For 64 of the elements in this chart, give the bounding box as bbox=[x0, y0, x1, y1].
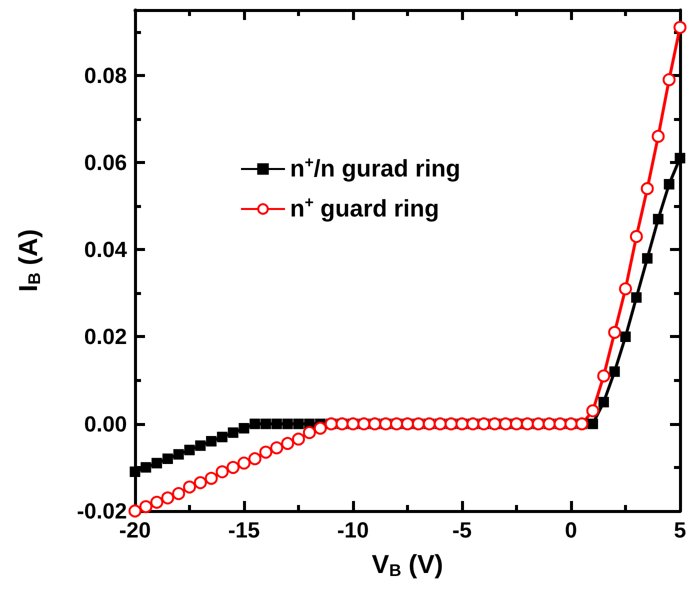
point bbox=[619, 282, 632, 296]
point bbox=[642, 253, 653, 264]
point bbox=[162, 453, 173, 464]
point bbox=[652, 130, 665, 143]
x-tick-label: -15 bbox=[228, 518, 260, 542]
point bbox=[248, 452, 262, 466]
point bbox=[588, 418, 598, 430]
point bbox=[195, 440, 206, 451]
x-tick-label: -5 bbox=[452, 518, 472, 542]
point bbox=[630, 230, 643, 244]
point bbox=[662, 73, 676, 86]
point bbox=[674, 152, 686, 164]
point bbox=[292, 432, 305, 446]
point bbox=[216, 432, 228, 442]
point bbox=[172, 487, 186, 500]
point bbox=[194, 476, 207, 490]
x-tick-label: 0 bbox=[564, 518, 578, 542]
point bbox=[631, 292, 642, 303]
point bbox=[674, 20, 686, 34]
point bbox=[640, 182, 654, 196]
x-tick-label: -10 bbox=[337, 518, 369, 542]
y-tick-label: 0.02 bbox=[84, 324, 127, 350]
point bbox=[259, 446, 272, 459]
point bbox=[293, 418, 304, 430]
y-tick-label: 0.00 bbox=[84, 411, 127, 436]
point bbox=[206, 436, 217, 447]
point bbox=[226, 460, 240, 474]
point bbox=[302, 426, 316, 440]
point bbox=[152, 458, 162, 468]
point bbox=[598, 396, 609, 408]
point bbox=[173, 449, 184, 460]
point bbox=[608, 326, 622, 339]
point bbox=[270, 441, 284, 454]
legend-label: n+/n gurad ring bbox=[290, 154, 460, 182]
point bbox=[250, 418, 260, 430]
point bbox=[282, 418, 293, 430]
point bbox=[620, 331, 631, 342]
point bbox=[314, 422, 327, 435]
y-tick-label: 0.06 bbox=[84, 150, 127, 175]
point bbox=[597, 369, 610, 382]
point bbox=[161, 491, 174, 504]
point bbox=[204, 472, 218, 485]
y-tick-label: 0.04 bbox=[84, 237, 128, 262]
point bbox=[216, 465, 229, 478]
legend-label: n+ guard ring bbox=[290, 194, 440, 222]
point bbox=[281, 436, 294, 450]
point bbox=[139, 500, 152, 514]
point bbox=[184, 444, 195, 456]
point bbox=[150, 496, 164, 509]
point bbox=[238, 456, 250, 470]
y-tick-label: 0.08 bbox=[84, 62, 127, 88]
point bbox=[652, 214, 664, 224]
point bbox=[664, 179, 674, 190]
x-tick-label: 5 bbox=[674, 518, 686, 542]
point bbox=[586, 404, 600, 418]
point bbox=[260, 418, 272, 430]
point bbox=[609, 366, 620, 377]
point bbox=[128, 504, 142, 518]
point bbox=[228, 427, 238, 438]
point bbox=[183, 480, 196, 494]
point bbox=[271, 418, 282, 430]
point bbox=[140, 462, 152, 473]
y-axis-title: IB (A) bbox=[13, 229, 44, 292]
point bbox=[238, 422, 250, 434]
